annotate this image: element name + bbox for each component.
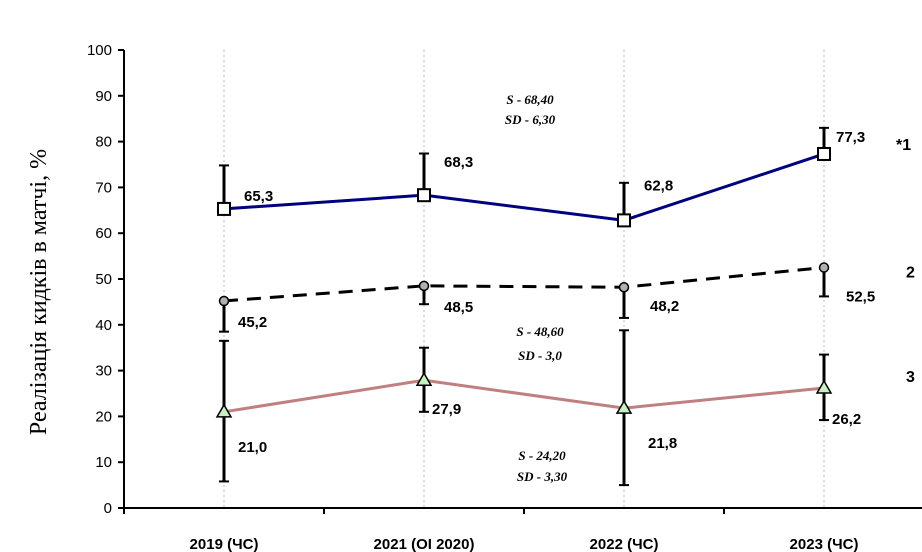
data-label-s1-1: 68,3 [444, 154, 473, 171]
series-name-1: *1 [896, 137, 911, 154]
stat-sd-1: SD - 6,30 [505, 112, 556, 127]
y-tick-label-80: 80 [95, 134, 112, 151]
x-axis-categories: 2019 (ЧС) 2021 (ОІ 2020) 2022 (ЧС) 2023 (ЧС… [123, 508, 859, 552]
y-tick-label-10: 10 [95, 454, 112, 471]
data-label-s3-1: 27,9 [432, 401, 461, 418]
data-label-s1-0: 65,3 [244, 188, 273, 205]
marker-circle-0 [218, 295, 230, 307]
y-tick-label-20: 20 [95, 408, 112, 425]
stat-sd-2: SD - 3,0 [518, 348, 562, 363]
y-tick-label-50: 50 [95, 271, 112, 288]
series-3 [215, 329, 833, 487]
stat-s-2: S - 48,60 [516, 324, 564, 339]
data-label-s3-3: 26,2 [832, 411, 861, 428]
data-label-s2-2: 48,2 [650, 298, 679, 315]
marker-triangle-3 [815, 379, 833, 394]
series-line-3 [223, 378, 825, 414]
data-label-s3-0: 21,0 [238, 439, 267, 456]
marker-triangle-2 [615, 399, 633, 414]
series-name-3: 3 [906, 369, 915, 386]
y-axis-ticks: 0 10 20 30 40 50 60 70 80 90 100 [87, 42, 124, 517]
data-label-s2-0: 45,2 [238, 314, 267, 331]
data-labels: 65,3 68,3 62,8 77,3 *1 45,2 48,5 48,2 52,5 2 21,0 2… [238, 129, 915, 456]
stat-s-3: S - 24,20 [518, 448, 566, 463]
data-label-s1-3: 77,3 [836, 129, 865, 146]
data-label-s1-2: 62,8 [644, 177, 673, 194]
x-category-label-1: 2021 (ОІ 2020) [374, 536, 475, 552]
marker-triangle-1 [415, 371, 433, 386]
series-group [215, 126, 833, 487]
data-label-s2-1: 48,5 [444, 299, 473, 316]
data-label-s3-2: 21,8 [648, 435, 677, 452]
marker-circle-3 [818, 262, 830, 273]
marker-square-2 [617, 213, 631, 228]
y-tick-label-30: 30 [95, 363, 112, 380]
marker-square-0 [217, 201, 231, 216]
marker-square-1 [417, 188, 431, 203]
y-tick-label-0: 0 [104, 500, 112, 517]
y-tick-label-100: 100 [87, 42, 112, 59]
y-tick-label-90: 90 [95, 88, 112, 105]
marker-circle-2 [618, 281, 630, 293]
series-1 [217, 126, 831, 228]
y-tick-label-60: 60 [95, 225, 112, 242]
y-tick-label-70: 70 [95, 179, 112, 196]
data-label-s2-3: 52,5 [846, 289, 875, 306]
y-axis-label: Реалізація кидків в матчі, % [26, 149, 52, 435]
y-tick-label-40: 40 [95, 317, 112, 334]
series-line-2 [223, 266, 825, 303]
series-line-1 [223, 152, 825, 222]
marker-circle-1 [418, 280, 430, 292]
marker-triangle-0 [215, 403, 233, 418]
series-2 [218, 262, 830, 333]
marker-square-3 [817, 146, 831, 161]
stat-annotations: S - 68,40 SD - 6,30 S - 48,60 SD - 3,0 S - 2… [505, 92, 568, 484]
series-name-2: 2 [906, 265, 915, 282]
x-category-label-0: 2019 (ЧС) [190, 536, 259, 552]
stat-s-1: S - 68,40 [506, 92, 554, 107]
stat-sd-3: SD - 3,30 [517, 469, 568, 484]
x-category-label-2: 2022 (ЧС) [590, 536, 659, 552]
x-category-label-3: 2023 (ЧС) [790, 536, 859, 552]
